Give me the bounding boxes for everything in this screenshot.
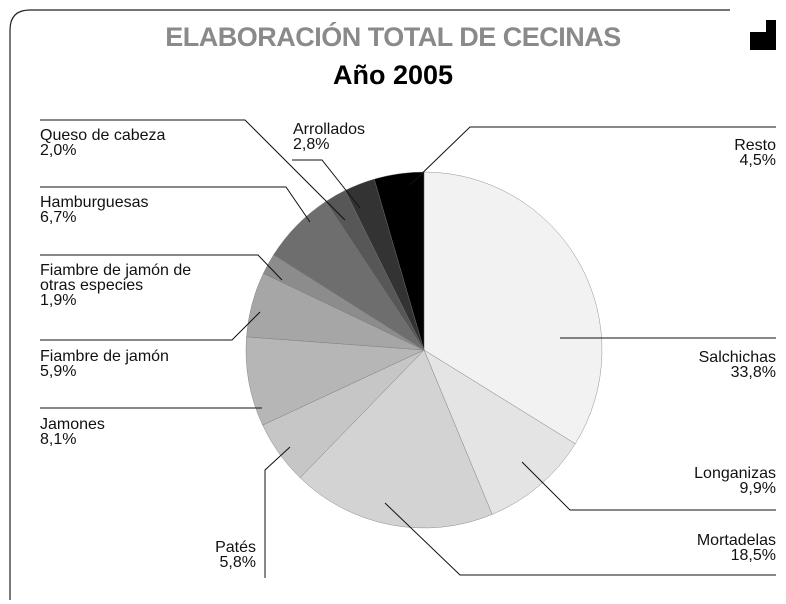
value-label: 6,7% (40, 209, 77, 226)
slice-label: Longanizas 9,9% (560, 465, 776, 497)
value-label: 9,9% (739, 480, 776, 497)
category-label: Resto (734, 137, 776, 154)
category-label: Fiambre de jamón de otras especies (40, 262, 192, 294)
slice-label: Fiambre de jamón 5,9% (40, 348, 240, 380)
category-label: Longanizas (694, 465, 776, 482)
value-label: 33,8% (730, 364, 776, 381)
category-label: Salchichas (698, 349, 776, 366)
leader-line (384, 502, 776, 576)
category-label: Fiambre de jamón (40, 348, 169, 365)
value-label: 8,1% (40, 431, 77, 448)
leader-line (40, 311, 261, 341)
chart-subtitle: Año 2005 (332, 60, 454, 90)
leader-line (264, 446, 291, 578)
category-label: Patés (215, 539, 256, 556)
pie-slice (299, 349, 493, 529)
pie-slice (423, 349, 576, 515)
slice-label: Mortadelas 18,5% (560, 532, 776, 564)
leader-line (292, 159, 361, 209)
value-label: 1,9% (40, 292, 77, 309)
value-label: 2,8% (293, 136, 330, 153)
leader-line (40, 119, 346, 221)
value-label: 5,9% (40, 363, 77, 380)
corner-icon (750, 32, 776, 50)
pie-slice (423, 171, 603, 445)
pie-slice (245, 336, 425, 426)
value-label: 4,5% (739, 152, 776, 169)
slice-label: Jamones 8,1% (40, 416, 240, 448)
corner-icon (766, 20, 776, 32)
category-label: Jamones (40, 416, 105, 433)
leader-line (409, 126, 776, 186)
chart-title: ELABORACIÓN TOTAL DE CECINAS (165, 22, 621, 52)
slice-label: Queso de cabeza 2,0% (40, 127, 240, 159)
value-label: 5,8% (219, 554, 256, 571)
frame (9, 9, 730, 600)
value-label: 2,0% (40, 142, 77, 159)
slice-label: Arrollados 2,8% (293, 121, 413, 153)
category-label: Hamburguesas (40, 194, 149, 211)
leader-line (40, 186, 311, 223)
leader-line (521, 461, 776, 511)
category-label: Queso de cabeza (40, 127, 166, 144)
value-label: 18,5% (730, 547, 776, 564)
slice-label: Resto 4,5% (600, 137, 776, 169)
category-label: Mortadelas (696, 532, 776, 549)
slice-label: Fiambre de jamón de otras especies 1,9% (40, 262, 220, 309)
leader-line (40, 254, 283, 281)
category-label: Arrollados (293, 121, 366, 138)
slice-label: Patés 5,8% (150, 539, 256, 571)
slice-label: Hamburguesas 6,7% (40, 194, 240, 226)
slice-label: Salchichas 33,8% (560, 349, 776, 381)
